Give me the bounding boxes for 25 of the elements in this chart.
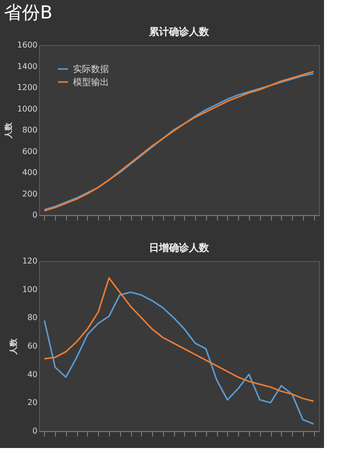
legend-label: 模型输出 [73, 77, 109, 88]
y-tick-label: 0 [32, 210, 38, 220]
y-tick-label: 40 [27, 370, 38, 379]
y-tick-label: 0 [32, 426, 38, 436]
y-tick-label: 200 [22, 189, 38, 198]
y-tick-label: 100 [22, 284, 38, 294]
y-tick-label: 20 [27, 398, 38, 408]
legend-label: 实际数据 [73, 64, 109, 75]
line-series [44, 291, 314, 425]
y-tick-label: 600 [22, 146, 38, 156]
y-tick-label: 1600 [17, 40, 38, 50]
y-tick-label: 120 [22, 256, 38, 266]
y-axis-title: 人数 [4, 122, 14, 140]
y-tick-label: 80 [27, 313, 38, 322]
line-series [44, 277, 314, 402]
y-tick-label: 1400 [17, 62, 38, 71]
y-tick-label: 400 [22, 168, 38, 177]
y-tick-label: 1000 [17, 104, 38, 114]
y-tick-label: 60 [27, 342, 38, 350]
y-tick-label: 1200 [17, 83, 38, 92]
chart-title: 累计确诊人数 [148, 26, 210, 38]
chart-title: 日增确诊人数 [149, 242, 210, 254]
y-tick-label: 800 [22, 126, 38, 134]
text: 省份B [4, 2, 52, 24]
y-axis-title: 人数 [9, 338, 18, 356]
